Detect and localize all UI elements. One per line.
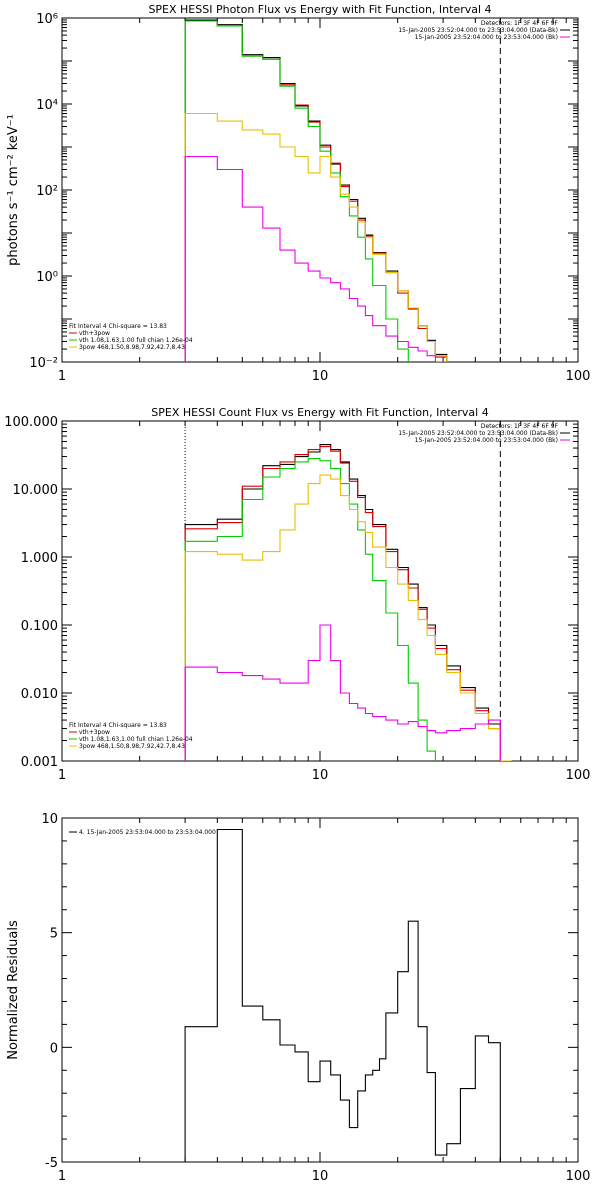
y-tick-label: 0.001 [21, 755, 58, 770]
series-line-2 [184, 458, 436, 761]
y-tick-label: 10² [36, 184, 58, 199]
x-tick-label: 1 [58, 1169, 66, 1184]
y-tick-label: 10⁴ [36, 98, 58, 113]
chart-title: SPEX HESSI Photon Flux vs Energy with Fi… [148, 3, 491, 16]
x-tick-label: 100 [566, 768, 591, 783]
y-tick-label: 100.000 [4, 415, 58, 430]
legend-label: 15-Jan-2005 23:52:04.000 to 23:53:04.000… [398, 430, 558, 437]
legend-label: 3pow 468,1.50,8.98,7.92,42.7,8.43 [79, 743, 185, 750]
y-tick-label: 1.000 [21, 551, 58, 566]
x-tick-label: 100 [566, 369, 591, 384]
series-line-1 [184, 20, 448, 362]
chart-title: SPEX HESSI Count Flux vs Energy with Fit… [151, 406, 488, 419]
series-line-1 [184, 446, 512, 761]
series-line-3 [184, 112, 448, 362]
series-line-4 [184, 155, 448, 362]
y-axis-label: photons s⁻¹ cm⁻² keV⁻¹ [6, 114, 21, 266]
series-group [184, 421, 512, 761]
legend-label: vth+3pow [79, 729, 110, 736]
chart-panel-2: 1 10 100 0.001 0.010 0.100 1.000 10.000 100.000 S… [4, 406, 590, 783]
y-tick-label: 10 [41, 812, 58, 827]
legend-header: Detectors: 1F 3F 4F 6F 9F [481, 20, 559, 27]
series-line-0 [184, 444, 512, 761]
legend-header: Fit Interval 4 Chi-square = 13.83 [69, 722, 167, 729]
x-tick-label: 10 [312, 369, 329, 384]
y-tick-label: 10⁻² [29, 356, 58, 371]
legend-header: Fit Interval 4 Chi-square = 13.83 [69, 323, 167, 330]
legend-label: vth 1.08,1.63,1.00 full chian 1.26e-04 [79, 736, 193, 743]
series-line-0 [184, 828, 501, 1162]
y-tick-label: 0.010 [21, 687, 58, 702]
y-axis-label: Normalized Residuals [6, 920, 21, 1060]
legend-label: 3pow 468,1.50,8.98,7.92,42.7,8.43 [79, 344, 185, 351]
y-tick-label: 10.000 [13, 483, 59, 498]
y-tick-label: 5 [50, 927, 58, 942]
series-line-3 [184, 474, 512, 761]
series-group [184, 828, 501, 1162]
legend-label: vth+3pow [79, 330, 110, 337]
x-tick-label: 1 [58, 369, 66, 384]
x-tick-label: 100 [566, 1169, 591, 1184]
y-tick-label: 10⁰ [36, 270, 58, 285]
series-line-0 [184, 19, 448, 362]
legend-label: 4. 15-Jan-2005 23:53:04.000 to 23:53:04.… [79, 829, 216, 836]
legend-label: 15-Jan-2005 23:52:04.000 to 23:53:04.000… [398, 27, 558, 34]
y-tick-label: 10⁶ [36, 12, 58, 27]
legend-label: 15-Jan-2005 23:52:04.000 to 23:53:04.000… [415, 34, 558, 41]
chart-panel-3: 1 10 100 -5 0 5 10 Normalized Residuals 4. 15-Ja… [6, 812, 590, 1184]
y-tick-label: -5 [45, 1156, 58, 1171]
y-tick-label: 0.100 [21, 619, 58, 634]
x-tick-label: 10 [312, 1169, 329, 1184]
legend-label: 15-Jan-2005 23:52:04.000 to 23:53:04.000… [415, 437, 558, 444]
series-line-2 [184, 20, 409, 362]
series-line-4 [184, 624, 501, 761]
chart-panel-1: 1 10 100 10⁻² 10⁰ 10² 10⁴ 10⁶ SPEX HESSI Photon … [6, 3, 590, 384]
legend-header: Detectors: 1F 3F 4F 6F 9F [481, 423, 559, 430]
x-tick-label: 10 [312, 768, 329, 783]
series-group [184, 18, 501, 362]
legend-label: vth 1.08,1.63,1.00 full chian 1.26e-04 [79, 337, 193, 344]
x-tick-label: 1 [58, 768, 66, 783]
y-tick-label: 0 [50, 1041, 58, 1056]
